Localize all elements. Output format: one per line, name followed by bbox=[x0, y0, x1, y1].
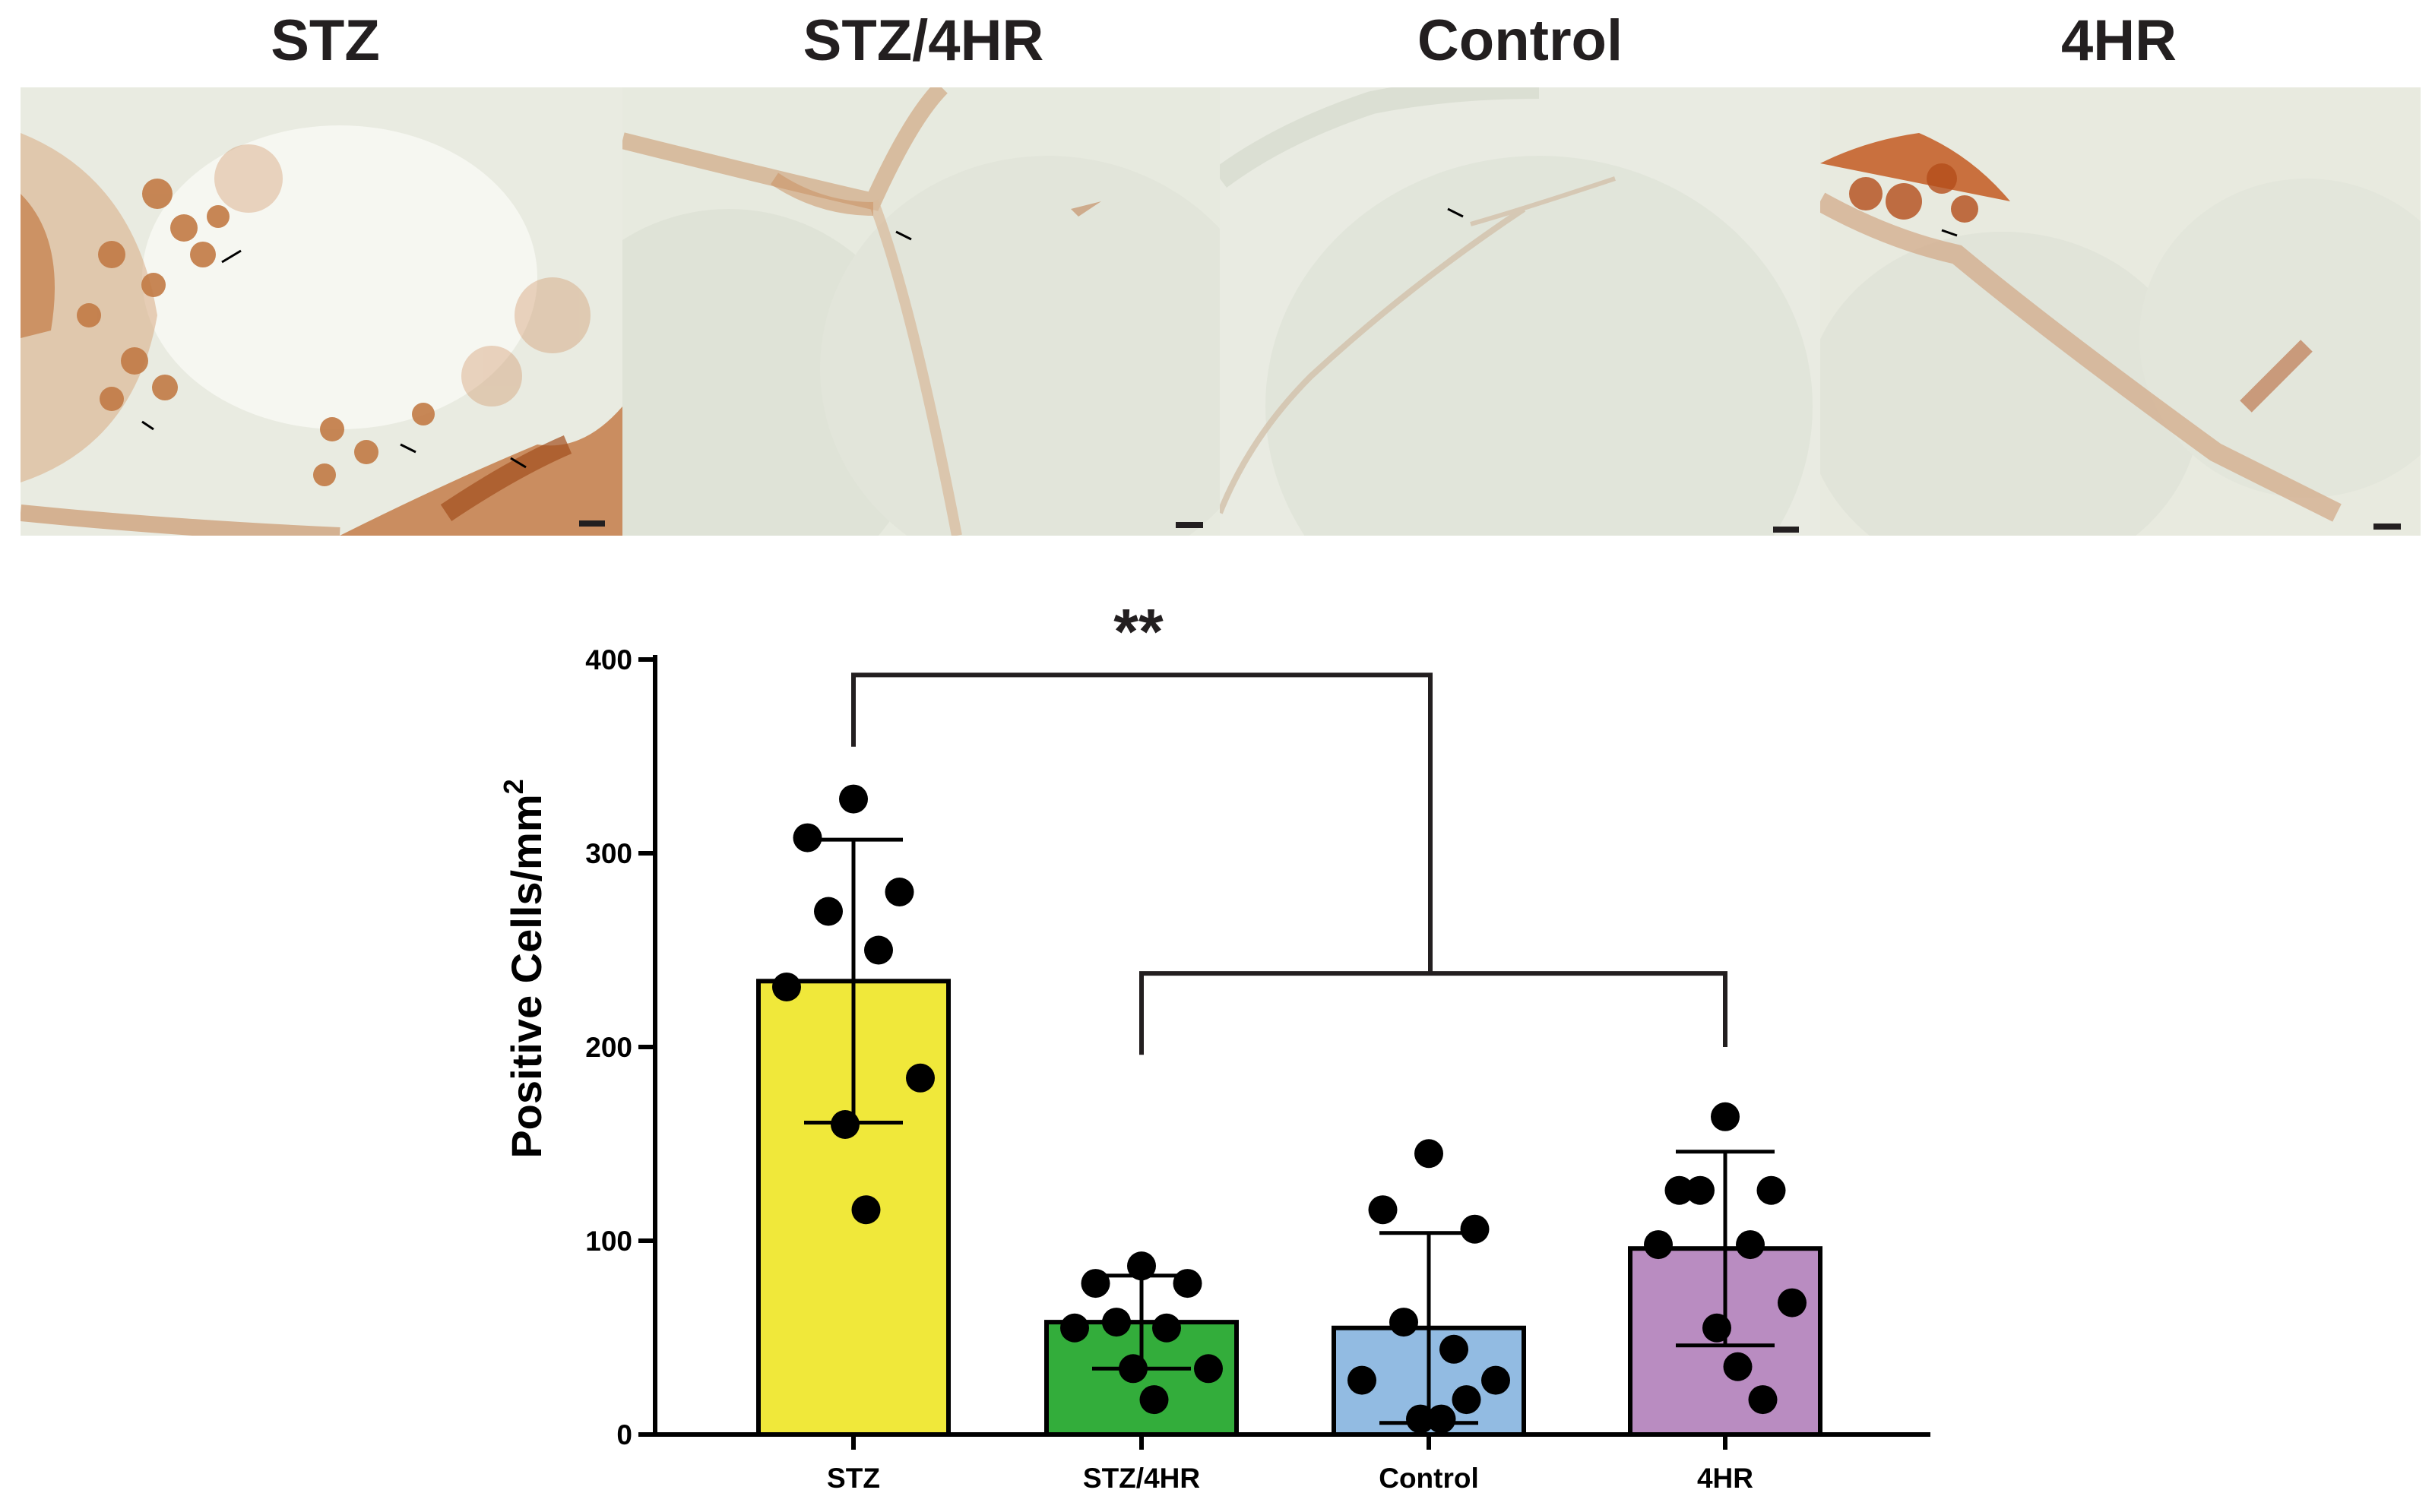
data-point bbox=[1127, 1251, 1156, 1281]
data-point bbox=[831, 1110, 860, 1139]
data-point bbox=[1406, 1404, 1435, 1434]
x-tick-label: 4HR bbox=[1697, 1463, 1753, 1494]
data-point bbox=[1119, 1354, 1148, 1384]
data-point bbox=[1139, 1385, 1169, 1415]
data-point bbox=[851, 1195, 881, 1225]
data-point bbox=[814, 897, 843, 926]
data-point bbox=[885, 878, 914, 906]
data-point bbox=[864, 935, 893, 965]
y-tick-label: 300 bbox=[585, 838, 632, 869]
y-axis-title: Positive Cells/mm2 bbox=[498, 779, 550, 1158]
panel-title-control: Control bbox=[1417, 8, 1623, 73]
micrograph-control bbox=[1220, 87, 1820, 536]
data-point bbox=[1664, 1175, 1694, 1205]
data-point bbox=[772, 972, 801, 1001]
data-point bbox=[1060, 1313, 1089, 1343]
data-point bbox=[1081, 1269, 1110, 1298]
x-tick-label: STZ bbox=[827, 1463, 880, 1494]
significance-label: ** bbox=[1113, 596, 1164, 667]
data-point bbox=[1756, 1175, 1786, 1205]
data-point bbox=[1711, 1102, 1740, 1131]
data-point bbox=[793, 823, 822, 852]
micrograph-4hr bbox=[1820, 87, 2421, 536]
data-point bbox=[1173, 1269, 1202, 1298]
panel-title-4hr: 4HR bbox=[2060, 8, 2177, 73]
data-point bbox=[1748, 1385, 1778, 1415]
y-tick-label: 100 bbox=[585, 1226, 632, 1257]
data-point bbox=[839, 784, 868, 814]
y-tick-label: 0 bbox=[616, 1419, 632, 1450]
data-point bbox=[1347, 1365, 1376, 1395]
x-tick-label: Control bbox=[1379, 1463, 1479, 1494]
data-point bbox=[1452, 1385, 1481, 1415]
data-point bbox=[1686, 1175, 1715, 1205]
data-point bbox=[1414, 1139, 1443, 1169]
micrograph-stz bbox=[21, 87, 622, 536]
panel-title-stz-4hr: STZ/4HR bbox=[803, 8, 1044, 73]
data-point bbox=[1778, 1288, 1807, 1317]
data-point bbox=[1644, 1230, 1673, 1260]
data-points-group bbox=[772, 784, 1807, 1434]
data-point bbox=[1368, 1195, 1398, 1225]
data-point bbox=[1439, 1334, 1468, 1364]
data-point bbox=[1152, 1313, 1181, 1343]
data-point bbox=[1427, 1404, 1456, 1434]
data-point bbox=[1723, 1352, 1753, 1381]
bars-group bbox=[756, 979, 1822, 1438]
data-point bbox=[906, 1063, 935, 1093]
significance-bracket: ** bbox=[851, 596, 1727, 1055]
panel-title-stz: STZ bbox=[271, 8, 380, 73]
y-tick-label: 400 bbox=[585, 644, 632, 675]
data-point bbox=[1702, 1313, 1731, 1343]
data-point bbox=[1736, 1230, 1765, 1260]
data-point bbox=[1389, 1308, 1418, 1337]
data-point bbox=[1194, 1354, 1223, 1384]
x-tick-label: STZ/4HR bbox=[1083, 1463, 1200, 1494]
y-tick-label: 200 bbox=[585, 1032, 632, 1063]
significance-bracket-line bbox=[851, 672, 1727, 1055]
data-point bbox=[1481, 1365, 1510, 1395]
data-point bbox=[1102, 1308, 1131, 1337]
micrograph-stz-4hr bbox=[622, 87, 1220, 536]
data-point bbox=[1460, 1214, 1490, 1244]
